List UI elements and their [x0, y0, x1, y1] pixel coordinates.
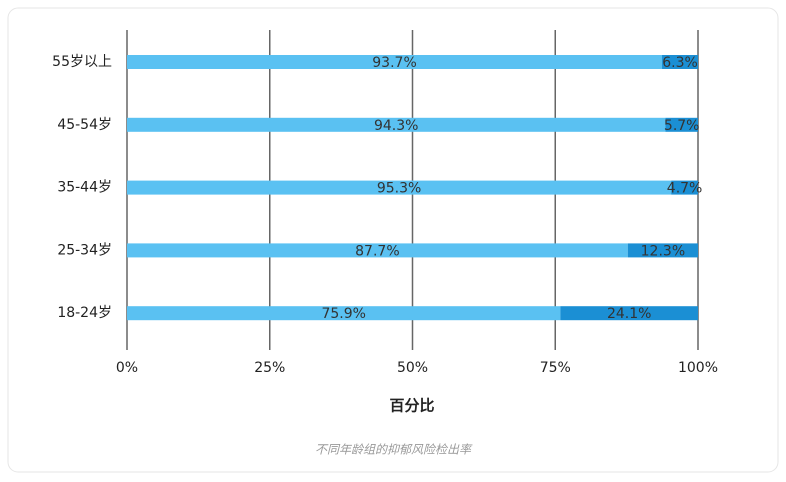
- x-tick-label: 0%: [116, 360, 138, 376]
- y-tick-label: 45-54岁: [57, 117, 112, 133]
- value-label: 94.3%: [374, 118, 418, 134]
- bar-segment: [665, 117, 698, 132]
- value-label: 24.1%: [607, 306, 651, 322]
- bar-segment: [127, 306, 561, 321]
- bar-segment: [127, 55, 663, 69]
- value-label: 93.7%: [372, 55, 416, 71]
- bar-segment: [127, 180, 672, 195]
- caption: 不同年龄组的抑郁风险检出率: [315, 443, 473, 457]
- bar-segment: [560, 306, 698, 321]
- bar-segment: [127, 117, 666, 132]
- y-tick-label: 25-34岁: [57, 242, 112, 258]
- value-label: 95.3%: [377, 181, 421, 197]
- bar-segment: [662, 55, 698, 69]
- y-tick-label: 35-44岁: [57, 180, 112, 196]
- x-tick-label: 75%: [540, 360, 571, 376]
- value-label: 4.7%: [667, 181, 703, 197]
- bar-segment: [671, 180, 698, 195]
- bar-segment: [127, 243, 628, 258]
- y-tick-label: 55岁以上: [52, 54, 112, 70]
- value-label: 75.9%: [321, 306, 365, 322]
- x-tick-label: 25%: [254, 360, 285, 376]
- value-label: 12.3%: [641, 243, 685, 259]
- bar-segment: [627, 243, 698, 258]
- value-label: 87.7%: [355, 243, 399, 259]
- value-label: 5.7%: [664, 118, 700, 134]
- x-tick-label: 100%: [678, 360, 718, 376]
- x-axis-label: 百分比: [389, 397, 434, 415]
- y-tick-label: 18-24岁: [57, 305, 112, 321]
- x-tick-label: 50%: [397, 360, 428, 376]
- value-label: 6.3%: [662, 55, 698, 71]
